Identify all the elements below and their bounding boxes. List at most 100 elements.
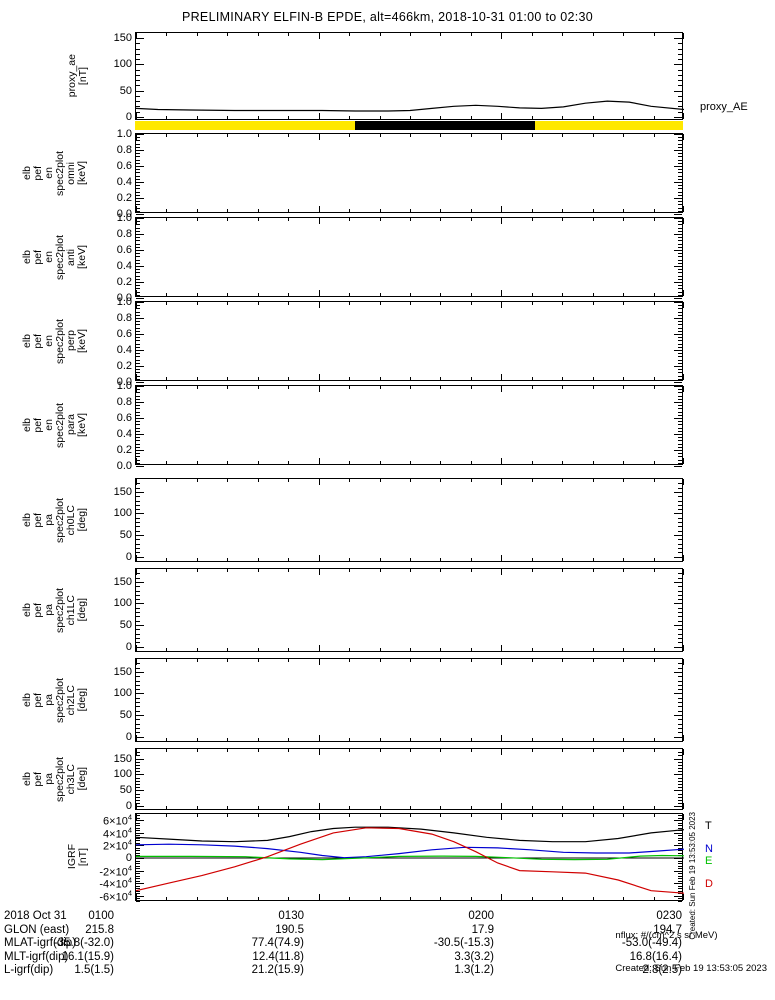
ytick-minor [678, 90, 682, 92]
xtick-mark [288, 558, 290, 561]
xtick-mark [318, 814, 320, 820]
ytick-mark [136, 298, 144, 299]
xtick-mark [470, 749, 472, 752]
row-value: 17.9 [471, 923, 494, 936]
ylabel-part: spec2plot [53, 150, 66, 196]
ytick-label: 0.6 [116, 244, 132, 256]
xtick-mark [166, 461, 168, 464]
footer-notes: nflux: #/(cm^2 s sr MeV) Created: Sun Fe… [615, 908, 767, 996]
xtick-mark [562, 558, 564, 561]
xtick-mark [683, 735, 684, 741]
ytick-mark [136, 266, 144, 267]
xtick-mark [196, 386, 198, 389]
xtick-mark [166, 33, 168, 36]
ytick-minor [136, 702, 140, 704]
ytick-minor [136, 852, 140, 854]
xtick-mark [257, 897, 259, 900]
ytick-minor [678, 162, 682, 164]
ytick-minor [678, 535, 682, 536]
ytick-mark [136, 116, 144, 118]
ytick-label: 0 [125, 730, 132, 743]
ytick-label: 6×104 [103, 812, 132, 828]
ytick-minor [136, 418, 140, 419]
ytick-mark [136, 513, 144, 515]
xtick-mark [379, 134, 381, 137]
ytick-minor [678, 736, 682, 738]
ytick-minor [136, 693, 140, 695]
xtick-mark [653, 814, 655, 817]
ytick-mark [136, 625, 144, 626]
xtick-mark [470, 814, 472, 817]
ytick-minor [678, 418, 682, 419]
ytick-minor [136, 774, 140, 776]
xtick-mark [410, 116, 411, 119]
ytick-minor [136, 106, 140, 108]
xtick-mark [288, 116, 290, 119]
ytick-minor [678, 137, 682, 139]
ytick-minor [136, 793, 140, 795]
xtick-mark [349, 209, 351, 212]
xtick-mark [562, 302, 564, 305]
xtick-mark [227, 209, 229, 212]
ytick-minor [678, 667, 682, 669]
ytick-minor [678, 140, 682, 142]
ylabel-part: ch2LC [64, 684, 77, 716]
xtick-mark [349, 302, 351, 305]
xtick-mark [257, 569, 259, 572]
ytick-minor [136, 764, 140, 766]
ytick-label: 0 [125, 852, 132, 864]
xtick-mark [288, 749, 290, 752]
ytick-label: 0.8 [116, 144, 132, 156]
ytick-minor [678, 201, 682, 203]
ytick-minor [678, 832, 682, 834]
ytick-minor [678, 337, 682, 339]
ylabel-part: pef [31, 165, 44, 181]
xtick-mark [196, 806, 198, 809]
ytick-minor [136, 547, 140, 549]
ylabel-part: spec2plot [53, 318, 66, 364]
page-title: PRELIMINARY ELFIN-B EPDE, alt=466km, 201… [181, 10, 594, 24]
xtick-mark [410, 302, 411, 305]
xtick-mark [379, 738, 381, 741]
xtick-mark [623, 302, 625, 305]
ytick-minor [678, 259, 682, 261]
xtick-mark [349, 33, 351, 36]
ytick-minor [678, 840, 682, 842]
ytick-minor [136, 893, 140, 895]
ytick-mark [136, 234, 144, 235]
xtick-mark [257, 738, 259, 741]
ytick-minor [678, 411, 682, 413]
xtick-mark [470, 293, 472, 296]
ytick-minor [136, 308, 140, 310]
ytick-minor [678, 343, 682, 345]
ytick-mark [136, 883, 144, 885]
ytick-minor [136, 224, 140, 226]
xtick-mark [166, 302, 168, 305]
xtick-mark [318, 206, 320, 212]
ytick-label: 0.0 [116, 208, 132, 220]
xtick-mark [501, 555, 503, 561]
ytick-minor [678, 616, 682, 618]
xtick-mark [562, 116, 564, 119]
ytick-minor [136, 207, 140, 209]
ytick-minor [678, 875, 682, 877]
ytick-label: 100 [113, 507, 132, 520]
xtick-mark [440, 814, 442, 817]
xtick-mark [592, 302, 594, 305]
ytick-minor [678, 362, 682, 364]
xtick-mark [227, 569, 229, 572]
xtick-mark [288, 377, 290, 380]
xtick-mark [410, 806, 411, 809]
row-label: MLT-igrf(dip) [4, 950, 69, 963]
xtick-mark [349, 897, 351, 900]
ylabel-part: elb [20, 417, 33, 432]
xtick-mark [531, 749, 533, 752]
ytick-mark [136, 736, 144, 738]
xtick-mark [531, 806, 533, 809]
xtick-mark [410, 569, 411, 572]
ylabel-en-perp: elb pef en spec2plot perp [keV] [20, 301, 89, 381]
ytick-minor [136, 845, 140, 847]
xtick-mark [683, 814, 684, 820]
xtick-mark [257, 209, 259, 212]
ytick-label: 50 [119, 784, 132, 797]
